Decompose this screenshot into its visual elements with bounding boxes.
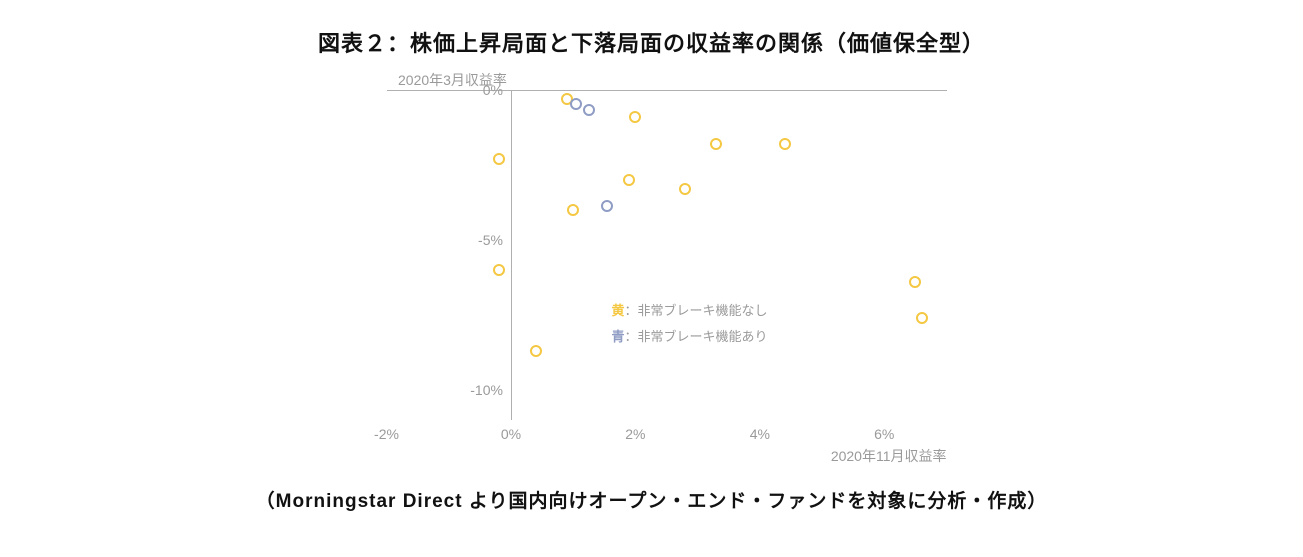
y-tick-label: -5% bbox=[478, 232, 503, 248]
legend-separator: ： bbox=[625, 303, 638, 318]
scatter-point bbox=[679, 183, 691, 195]
legend-key: 青 bbox=[612, 329, 625, 344]
scatter-point bbox=[916, 312, 928, 324]
scatter-point bbox=[583, 104, 595, 116]
figure-title: 図表２：株価上昇局面と下落局面の収益率の関係（価値保全型） bbox=[0, 26, 1303, 58]
scatter-point bbox=[629, 111, 641, 123]
scatter-point bbox=[530, 345, 542, 357]
scatter-point bbox=[623, 174, 635, 186]
figure-caption: （Morningstar Direct より国内向けオープン・エンド・ファンドを… bbox=[0, 486, 1303, 513]
legend-label: 非常ブレーキ機能なし bbox=[638, 303, 768, 318]
legend-item: 青：非常ブレーキ機能あり bbox=[612, 326, 768, 345]
legend-separator: ： bbox=[625, 329, 638, 344]
x-tick-label: 4% bbox=[750, 426, 770, 442]
x-tick-label: 0% bbox=[501, 426, 521, 442]
x-tick-label: -2% bbox=[374, 426, 399, 442]
x-axis-title: 2020年11月収益率 bbox=[831, 446, 947, 466]
scatter-chart: -2%0%2%4%6%0%-5%-10%2020年3月収益率2020年11月収益… bbox=[327, 68, 977, 458]
scatter-point bbox=[493, 264, 505, 276]
legend-item: 黄：非常ブレーキ機能なし bbox=[612, 300, 768, 319]
scatter-point bbox=[710, 138, 722, 150]
scatter-point bbox=[779, 138, 791, 150]
legend-label: 非常ブレーキ機能あり bbox=[638, 329, 768, 344]
scatter-point bbox=[601, 200, 613, 212]
x-tick-label: 2% bbox=[625, 426, 645, 442]
scatter-point bbox=[567, 204, 579, 216]
scatter-point bbox=[909, 276, 921, 288]
legend-key: 黄 bbox=[612, 303, 625, 318]
x-tick-label: 6% bbox=[874, 426, 894, 442]
x-axis-line bbox=[387, 90, 947, 91]
scatter-point bbox=[570, 98, 582, 110]
y-tick-label: -10% bbox=[470, 382, 503, 398]
chart-legend: 黄：非常ブレーキ機能なし青：非常ブレーキ機能あり bbox=[612, 300, 768, 345]
y-axis-title: 2020年3月収益率 bbox=[398, 70, 507, 90]
y-axis-line bbox=[511, 90, 512, 420]
plot-area: -2%0%2%4%6%0%-5%-10%2020年3月収益率2020年11月収益… bbox=[387, 90, 947, 420]
scatter-point bbox=[493, 153, 505, 165]
figure-container: 図表２：株価上昇局面と下落局面の収益率の関係（価値保全型） -2% 0% 2% 4% 6… bbox=[0, 0, 1303, 557]
